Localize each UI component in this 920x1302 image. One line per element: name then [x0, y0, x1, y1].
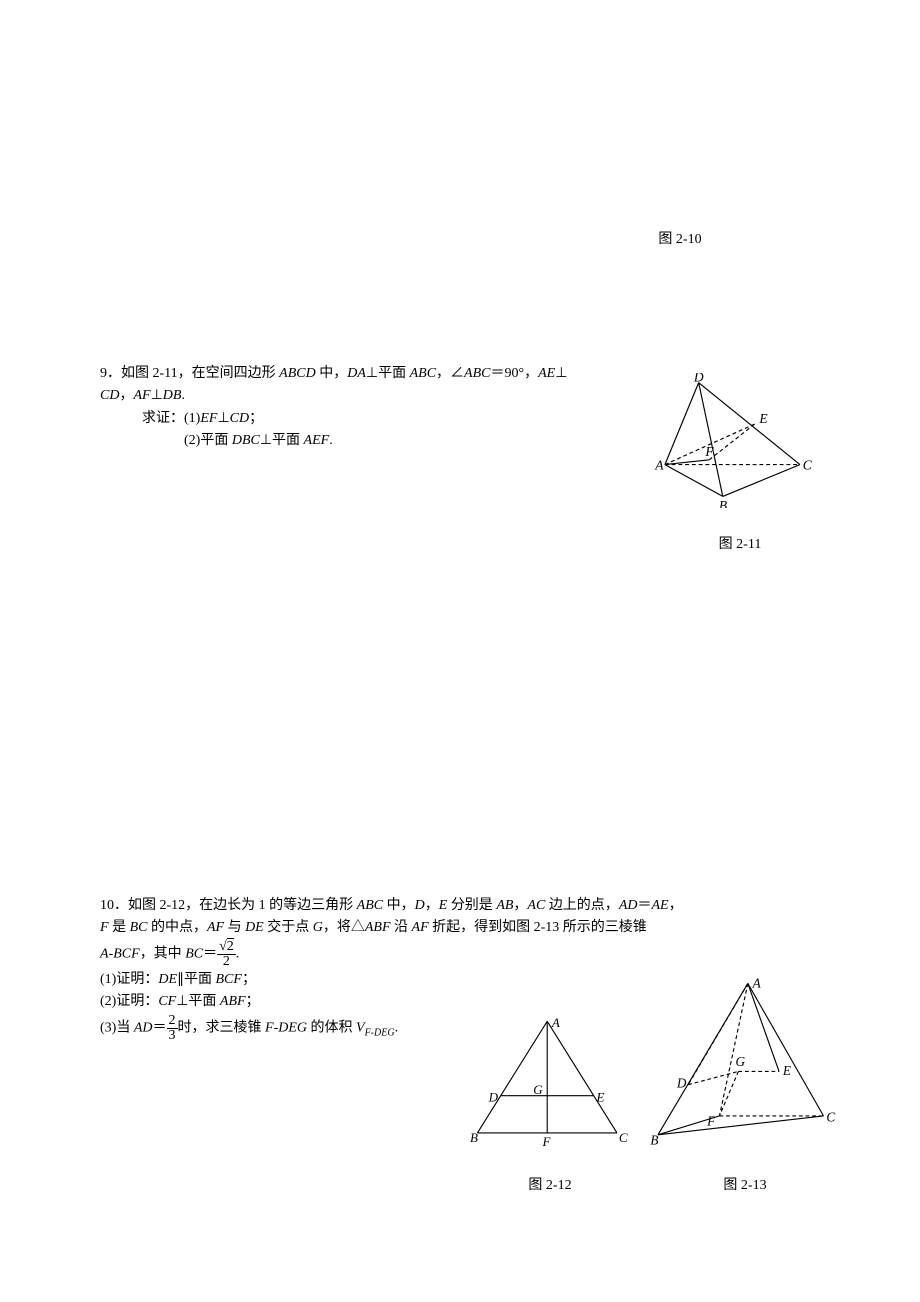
svg-text:C: C — [826, 1109, 835, 1124]
problem-9: A B C D E F 图 2-11 9．如图 2-11，在空间四边形 ABCD… — [100, 363, 840, 553]
p10-line1: 10．如图 2-12，在边长为 1 的等边三角形 ABC 中，D，E 分别是 A… — [100, 895, 840, 917]
figure-2-11-svg: A B C D E F — [640, 373, 820, 508]
svg-text:E: E — [596, 1089, 605, 1104]
svg-text:G: G — [736, 1054, 746, 1069]
figure-2-12-block: A B C D E F G 图 2-12 — [470, 1009, 630, 1194]
svg-text:F: F — [704, 444, 714, 459]
figures-12-13: A B C D E F G 图 2-12 — [470, 974, 840, 1194]
figure-2-11-block: A B C D E F 图 2-11 — [640, 373, 840, 553]
figure-2-13-svg: A B C D E F G — [650, 974, 840, 1149]
svg-text:C: C — [803, 457, 813, 472]
svg-text:E: E — [758, 411, 768, 426]
svg-text:B: B — [650, 1132, 658, 1147]
fig210-text: 图 2-10 — [658, 232, 701, 247]
figure-2-11-label: 图 2-11 — [640, 533, 840, 553]
frac-bc: √22 — [217, 940, 236, 969]
svg-text:B: B — [719, 498, 727, 508]
figure-2-12-label: 图 2-12 — [470, 1174, 630, 1194]
svg-text:F: F — [542, 1134, 552, 1149]
svg-text:A: A — [654, 457, 664, 472]
svg-text:A: A — [752, 975, 762, 990]
svg-text:F: F — [706, 1113, 716, 1128]
svg-text:E: E — [782, 1063, 791, 1078]
figure-2-12-svg: A B C D E F G — [470, 1009, 630, 1149]
svg-text:D: D — [693, 373, 704, 385]
figure-2-10-label: 图 2-10 — [640, 228, 720, 248]
problem-10: 10．如图 2-12，在边长为 1 的等边三角形 ABC 中，D，E 分别是 A… — [100, 895, 840, 1194]
frac-ad: 23 — [167, 1014, 178, 1043]
svg-text:D: D — [488, 1089, 499, 1104]
svg-text:A: A — [551, 1015, 560, 1030]
figure-2-13-block: A B C D E F G 图 2-13 — [650, 974, 840, 1194]
p10-line3: A-BCF，其中 BC＝√22. — [100, 940, 840, 969]
figure-2-13-label: 图 2-13 — [650, 1174, 840, 1194]
svg-text:C: C — [619, 1130, 628, 1145]
p10-line2: F 是 BC 的中点，AF 与 DE 交于点 G，将△ABF 沿 AF 折起，得… — [100, 917, 840, 939]
svg-text:G: G — [533, 1082, 543, 1097]
svg-text:B: B — [470, 1130, 478, 1145]
svg-text:D: D — [676, 1075, 687, 1090]
